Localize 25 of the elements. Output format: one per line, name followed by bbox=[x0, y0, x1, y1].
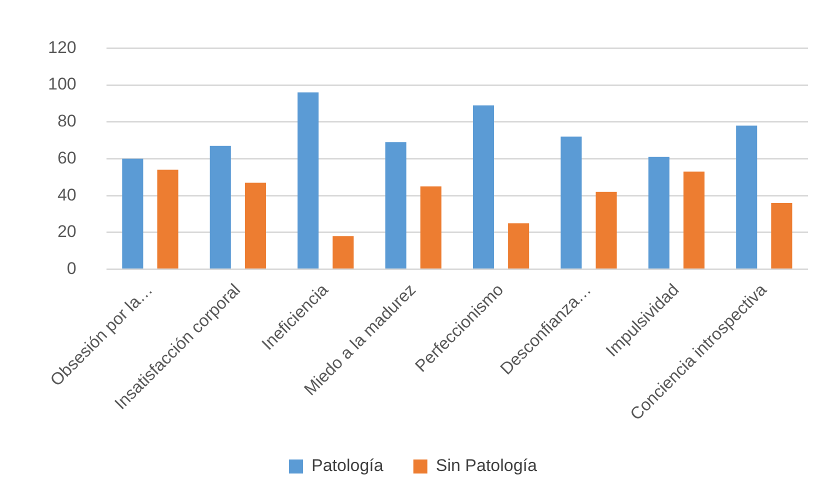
bar bbox=[122, 158, 144, 269]
bar bbox=[157, 170, 178, 269]
y-tick-label: 0 bbox=[66, 258, 76, 278]
legend-label: Sin Patología bbox=[436, 456, 538, 476]
bar bbox=[683, 172, 705, 269]
y-tick-label: 80 bbox=[57, 112, 76, 131]
bar bbox=[210, 146, 231, 269]
y-tick-label: 60 bbox=[57, 148, 76, 168]
bar bbox=[648, 156, 670, 269]
bar bbox=[472, 105, 494, 269]
bar bbox=[298, 92, 319, 269]
bar bbox=[508, 223, 530, 269]
bar bbox=[736, 126, 758, 269]
y-tick-label: 40 bbox=[57, 185, 76, 204]
bar bbox=[596, 192, 617, 269]
bar bbox=[385, 142, 406, 269]
bar bbox=[332, 236, 354, 269]
bar bbox=[420, 186, 442, 269]
y-tick-label: 120 bbox=[48, 38, 76, 57]
legend-label: Patología bbox=[312, 456, 384, 476]
y-tick-label: 20 bbox=[57, 222, 76, 242]
bar bbox=[244, 182, 266, 269]
bar bbox=[771, 202, 792, 269]
y-tick-label: 100 bbox=[48, 74, 76, 94]
bar bbox=[560, 136, 582, 269]
